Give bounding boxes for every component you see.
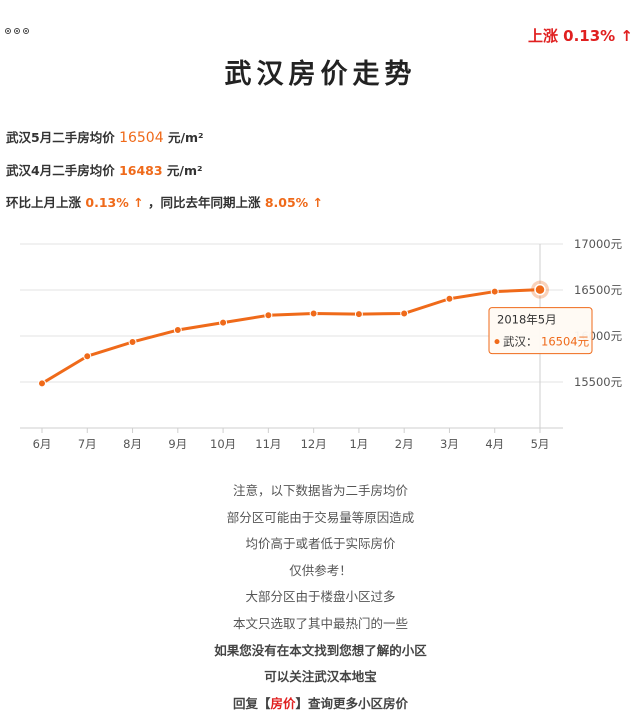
note-line: 注意，以下数据皆为二手房均价 bbox=[232, 483, 408, 498]
tooltip-series-name: 武汉： bbox=[503, 335, 538, 349]
series-line-wuhan bbox=[40, 288, 542, 385]
apr-price-value: 16483 bbox=[119, 163, 163, 178]
x-tick-label: 11月 bbox=[255, 437, 281, 451]
apr-price-label: 武汉4月二手房均价 bbox=[6, 163, 115, 178]
change-line: 环比上月上涨 0.13% ↑ ，同比去年同期上涨 8.05% ↑ bbox=[6, 192, 323, 211]
x-tick-label: 2月 bbox=[395, 437, 414, 451]
x-tick-label: 5月 bbox=[531, 437, 550, 451]
x-tick-label: 4月 bbox=[485, 437, 504, 451]
page-title: 武汉房价走势 bbox=[224, 59, 417, 90]
data-point bbox=[534, 283, 546, 296]
may-price-label: 武汉5月二手房均价 bbox=[6, 130, 115, 145]
reply-keyword: 房价 bbox=[270, 695, 296, 711]
data-point bbox=[354, 310, 363, 319]
y-tick-label: 17000元 bbox=[574, 237, 623, 251]
may-price-value: 16504 bbox=[119, 130, 164, 146]
data-point bbox=[445, 294, 454, 303]
x-tick-label: 7月 bbox=[78, 437, 97, 451]
data-point bbox=[219, 318, 228, 327]
more-options-icon[interactable] bbox=[5, 28, 29, 34]
yoy-value: 8.05% ↑ bbox=[264, 195, 324, 210]
x-tick-label: 10月 bbox=[210, 437, 236, 451]
data-point bbox=[128, 337, 137, 346]
tooltip-value: 16504元 bbox=[541, 335, 590, 349]
rise-badge: 上涨 0.13% ↑ bbox=[527, 27, 633, 45]
notes-block: 注意，以下数据皆为二手房均价 部分区可能由于交易量等原因造成 均价高于或者低于实… bbox=[0, 478, 641, 717]
y-tick-label: 15500元 bbox=[574, 375, 623, 389]
reply-line: 回复【房价】查询更多小区房价 bbox=[0, 691, 641, 718]
y-tick-label: 16500元 bbox=[574, 283, 623, 297]
mom-value: 0.13% ↑ bbox=[85, 195, 144, 210]
note-line: 仅供参考！ bbox=[289, 562, 352, 578]
reply-prefix: 回复【 bbox=[232, 695, 271, 711]
data-point bbox=[490, 287, 499, 296]
note-line: 均价高于或者低于实际房价 bbox=[245, 536, 396, 552]
x-tick-label: 8月 bbox=[123, 437, 142, 451]
tooltip-title: 2018年5月 bbox=[497, 313, 557, 327]
note-line: 部分区可能由于交易量等原因造成 bbox=[226, 509, 415, 525]
apr-price-unit: 元/m² bbox=[166, 163, 203, 178]
note-line: 大部分区由于楼盘小区过多 bbox=[245, 589, 396, 605]
data-point bbox=[400, 309, 409, 318]
note-line: 可以关注武汉本地宝 bbox=[264, 669, 377, 685]
x-tick-label: 6月 bbox=[33, 437, 52, 451]
reply-suffix: 】查询更多小区房价 bbox=[295, 695, 409, 711]
data-point bbox=[38, 379, 46, 388]
data-point bbox=[264, 311, 273, 320]
may-price-unit: 元/m² bbox=[167, 130, 204, 145]
x-tick-label: 1月 bbox=[349, 437, 368, 451]
tooltip-series-dot bbox=[494, 339, 500, 345]
data-point bbox=[83, 352, 92, 361]
x-tick-label: 12月 bbox=[301, 437, 327, 451]
data-point bbox=[309, 309, 318, 318]
x-tick-label: 9月 bbox=[168, 437, 187, 451]
yoy-label: ，同比去年同期上涨 bbox=[147, 195, 261, 210]
note-line: 如果您没有在本文找到您想了解的小区 bbox=[214, 642, 427, 658]
data-point bbox=[173, 326, 182, 335]
apr-price-line: 武汉4月二手房均价 16483 元/m² bbox=[6, 160, 203, 179]
mom-label: 环比上月上涨 bbox=[6, 195, 82, 210]
may-price-line: 武汉5月二手房均价 16504 元/m² bbox=[6, 127, 204, 146]
note-line: 本文只选取了其中最热门的一些 bbox=[232, 615, 408, 631]
tooltip-box bbox=[488, 307, 593, 355]
x-tick-label: 3月 bbox=[440, 437, 459, 451]
